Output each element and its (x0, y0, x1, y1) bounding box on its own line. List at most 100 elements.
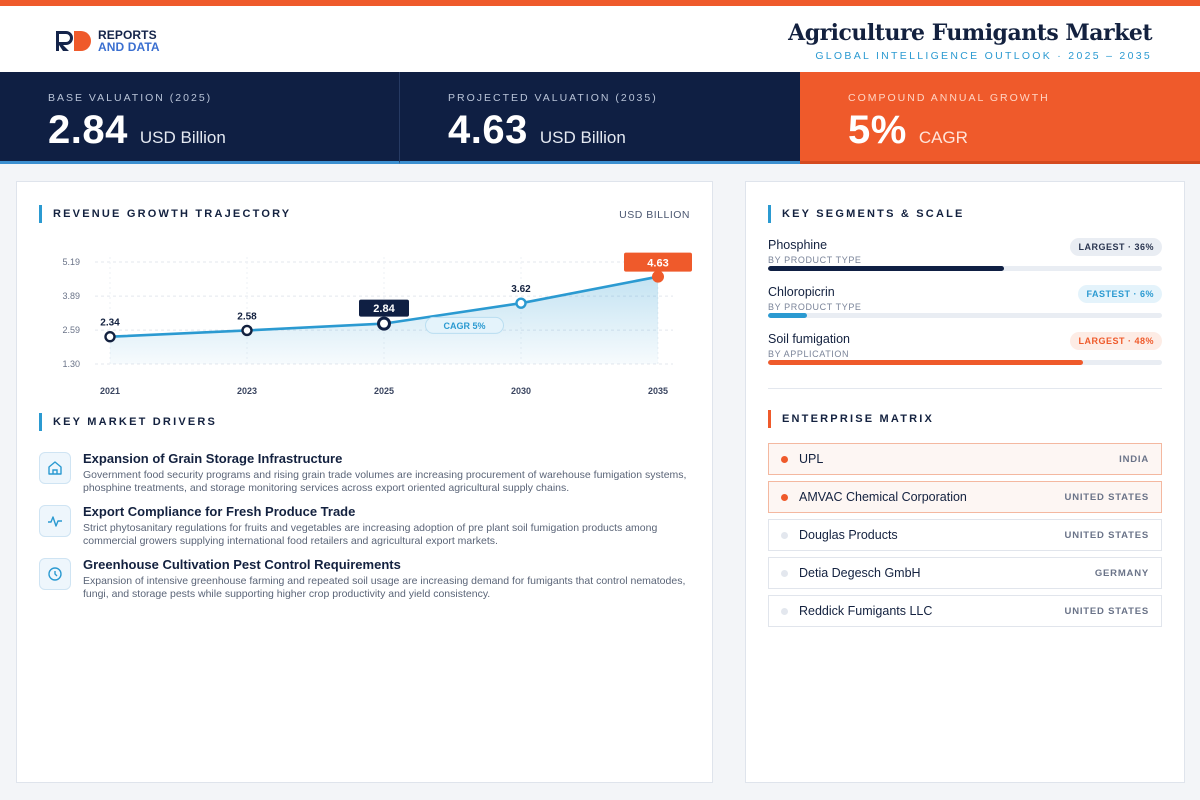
driver-item: Expansion of Grain Storage Infrastructur… (39, 451, 699, 505)
data-label-box (359, 299, 409, 317)
left-panel: REVENUE GROWTH TRAJECTORY USD BILLION 5.… (16, 181, 713, 783)
data-label: 4.63 (647, 258, 668, 270)
data-label: 2.34 (100, 318, 120, 329)
segment-name: Chloropicrin (768, 285, 835, 299)
stat-cagr: COMPOUND ANNUAL GROWTH 5% CAGR (800, 72, 1200, 164)
data-label: 2.84 (373, 303, 395, 315)
section-accent (39, 413, 42, 431)
data-point (377, 316, 391, 331)
brand-line-2: AND DATA (98, 40, 160, 54)
y-tick-label: 2.59 (62, 325, 80, 335)
segment-bar-track (768, 313, 1162, 318)
y-tick-label: 5.19 (62, 257, 80, 267)
segment-category: BY PRODUCT TYPE (768, 302, 862, 312)
segments-list: Phosphine BY PRODUCT TYPE LARGEST · 36% … (768, 238, 1162, 379)
section-title: KEY SEGMENTS & SCALE (782, 208, 965, 220)
segment-badge: LARGEST · 48% (1070, 332, 1162, 350)
section-accent (768, 410, 771, 428)
company-name: AMVAC Chemical Corporation (799, 490, 967, 504)
segment-badge: LARGEST · 36% (1070, 238, 1162, 256)
segment-bar-fill (768, 313, 808, 318)
segment-item: Soil fumigation BY APPLICATION LARGEST ·… (768, 332, 1162, 379)
matrix-section-header: ENTERPRISE MATRIX (768, 410, 934, 428)
stat-value-group: 5% CAGR (848, 108, 968, 153)
company-name: UPL (799, 452, 824, 466)
x-tick-label: 2021 (100, 386, 120, 396)
section-title: KEY MARKET DRIVERS (53, 416, 218, 428)
page-title: Agriculture Fumigants Market (788, 20, 1152, 46)
company-row[interactable]: AMVAC Chemical Corporation UNITED STATES (768, 481, 1162, 513)
enterprise-matrix: UPL INDIA AMVAC Chemical Corporation UNI… (768, 443, 1162, 633)
x-tick-label: 2025 (374, 386, 394, 396)
segment-category: BY PRODUCT TYPE (768, 255, 862, 265)
data-point (241, 324, 253, 337)
segment-item: Chloropicrin BY PRODUCT TYPE FASTEST · 6… (768, 285, 1162, 332)
driver-item: Export Compliance for Fresh Produce Trad… (39, 504, 699, 558)
company-name: Reddick Fumigants LLC (799, 604, 933, 618)
divider (768, 388, 1162, 389)
segment-category: BY APPLICATION (768, 349, 850, 359)
section-accent (768, 205, 771, 223)
right-panel: KEY SEGMENTS & SCALE Phosphine BY PRODUC… (745, 181, 1185, 783)
company-country: UNITED STATES (1064, 606, 1149, 617)
company-row[interactable]: UPL INDIA (768, 443, 1162, 475)
stat-value-group: 4.63 USD Billion (448, 108, 626, 153)
stat-projected-valuation: PROJECTED VALUATION (2035) 4.63 USD Bill… (400, 72, 800, 164)
section-title: REVENUE GROWTH TRAJECTORY (53, 208, 292, 220)
stat-value: 4.63 (448, 108, 528, 152)
y-tick-label: 3.89 (62, 291, 80, 301)
segment-name: Phosphine (768, 238, 828, 252)
company-row[interactable]: Douglas Products UNITED STATES (768, 519, 1162, 551)
x-tick-label: 2023 (237, 386, 257, 396)
drivers-list: Expansion of Grain Storage Infrastructur… (39, 451, 699, 611)
revenue-chart: 5.19 3.89 2.59 1.30 2021 2023 2025 2030 2035 CAGR… (62, 252, 692, 396)
stat-unit: USD Billion (139, 128, 226, 147)
top-accent-bar (0, 0, 1200, 6)
warehouse-icon (39, 452, 71, 484)
data-point (652, 270, 664, 283)
status-dot (781, 608, 788, 615)
stat-label: PROJECTED VALUATION (2035) (448, 92, 658, 104)
driver-description: Expansion of intensive greenhouse farmin… (83, 575, 686, 600)
stat-unit: USD Billion (539, 128, 626, 147)
company-name: Detia Degesch GmbH (799, 566, 921, 580)
brand-line-1: REPORTS (98, 28, 157, 42)
segment-bar-fill (768, 266, 1005, 271)
data-label: 2.58 (237, 311, 257, 322)
segments-section-header: KEY SEGMENTS & SCALE (768, 205, 965, 223)
data-point (104, 331, 116, 343)
stat-label: BASE VALUATION (2025) (48, 92, 213, 104)
brand-logo[interactable]: REPORTS AND DATA (54, 28, 160, 54)
data-label-box (624, 252, 692, 272)
cagr-pill (425, 316, 504, 334)
page-subtitle: GLOBAL INTELLIGENCE OUTLOOK · 2025 – 203… (815, 50, 1152, 62)
section-accent (39, 205, 42, 223)
section-title: ENTERPRISE MATRIX (782, 413, 935, 425)
status-dot (781, 570, 788, 577)
company-name: Douglas Products (799, 528, 898, 542)
stat-value: 2.84 (48, 108, 128, 152)
status-dot (781, 494, 788, 501)
title-block: Agriculture Fumigants Market GLOBAL INTE… (788, 20, 1152, 62)
pulse-icon (39, 505, 71, 537)
data-point (515, 297, 527, 309)
logo-mark-icon (56, 31, 91, 51)
stats-strip: BASE VALUATION (2025) 2.84 USD Billion P… (0, 72, 1200, 164)
segment-bar-track (768, 266, 1162, 271)
x-tick-label: 2030 (511, 386, 531, 396)
x-tick-label: 2035 (648, 386, 668, 396)
data-label: 3.62 (511, 284, 531, 295)
company-country: UNITED STATES (1064, 492, 1149, 503)
driver-title: Export Compliance for Fresh Produce Trad… (83, 504, 356, 519)
stat-base-valuation: BASE VALUATION (2025) 2.84 USD Billion (0, 72, 400, 164)
company-country: INDIA (1119, 454, 1149, 465)
driver-description: Government food security programs and ri… (83, 469, 687, 494)
chart-unit-label: USD BILLION (619, 209, 690, 221)
driver-title: Expansion of Grain Storage Infrastructur… (83, 451, 343, 466)
stat-label: COMPOUND ANNUAL GROWTH (848, 92, 1050, 104)
header: REPORTS AND DATA Agriculture Fumigants M… (0, 6, 1200, 72)
company-row[interactable]: Detia Degesch GmbH GERMANY (768, 557, 1162, 589)
drivers-section-header: KEY MARKET DRIVERS (39, 413, 217, 431)
segment-name: Soil fumigation (768, 332, 850, 346)
company-row[interactable]: Reddick Fumigants LLC UNITED STATES (768, 595, 1162, 627)
